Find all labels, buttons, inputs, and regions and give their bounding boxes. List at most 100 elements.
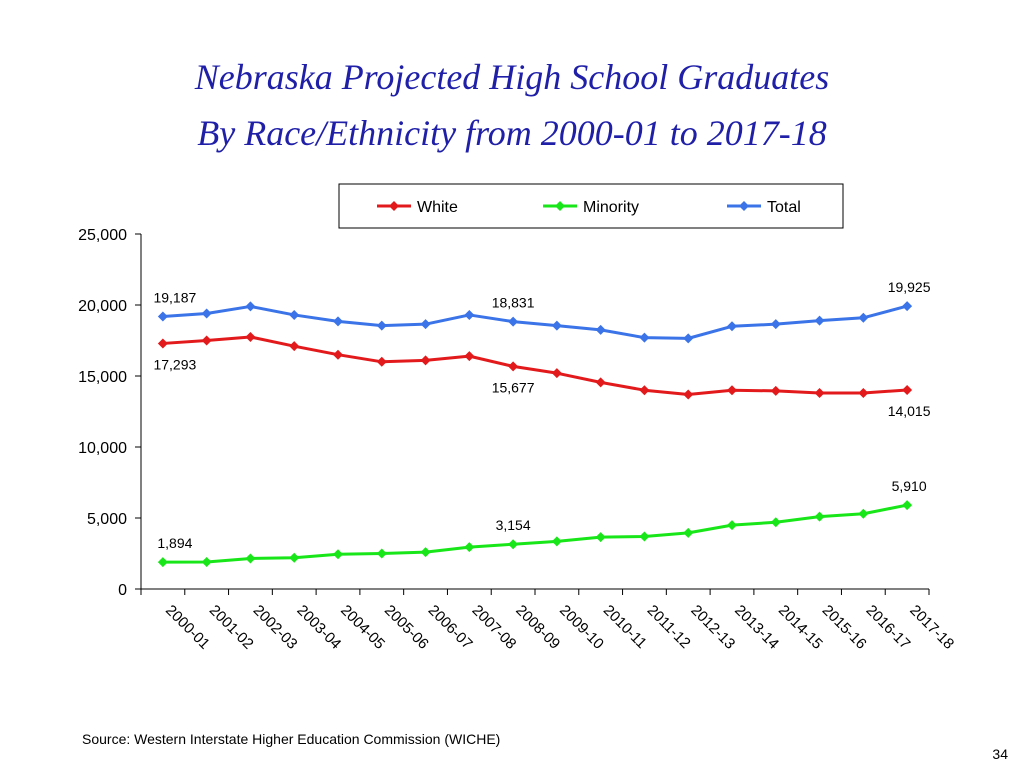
data-label: 19,187 — [153, 290, 196, 306]
minority-point — [727, 520, 737, 531]
white-point — [858, 388, 869, 399]
minority-point — [902, 500, 913, 511]
data-label: 19,925 — [888, 279, 931, 295]
x-tick-label: 2013-14 — [731, 602, 782, 653]
white-point — [639, 385, 650, 396]
x-tick-label: 2017-18 — [906, 602, 957, 653]
y-tick-label: 20,000 — [78, 298, 127, 315]
white-point — [464, 351, 475, 362]
minority-point — [770, 517, 781, 528]
white-point — [157, 338, 168, 349]
x-tick-label: 2004-05 — [337, 602, 388, 653]
total-point — [245, 301, 256, 312]
minority-point — [464, 542, 475, 553]
data-label: 15,677 — [492, 379, 535, 395]
minority-point — [245, 553, 256, 564]
y-tick-label: 15,000 — [78, 369, 127, 386]
page-number: 34 — [992, 746, 1008, 762]
y-tick-label: 25,000 — [78, 227, 127, 244]
x-tick-label: 2012-13 — [687, 602, 738, 653]
x-tick-label: 2016-17 — [863, 602, 914, 653]
total-point — [464, 309, 475, 320]
total-point — [551, 320, 562, 331]
x-tick-label: 2009-10 — [556, 602, 607, 653]
x-tick-label: 2007-08 — [469, 602, 520, 653]
minority-point — [157, 557, 168, 568]
white-point — [420, 355, 431, 366]
total-point — [157, 311, 168, 322]
total-point — [639, 332, 650, 343]
white-point — [333, 349, 343, 360]
white-point — [245, 331, 256, 342]
minority-point — [201, 557, 212, 568]
white-point — [289, 341, 300, 352]
data-label: 3,154 — [496, 517, 531, 533]
total-point — [201, 308, 212, 319]
total-point — [333, 316, 343, 327]
total-point — [858, 312, 869, 323]
minority-series-line — [162, 503, 908, 564]
total-point — [683, 333, 694, 344]
x-tick-label: 2005-06 — [381, 602, 432, 653]
x-tick-label: 2008-09 — [512, 602, 563, 653]
minority-point — [683, 527, 694, 538]
minority-point — [814, 511, 825, 522]
y-tick-label: 10,000 — [78, 440, 127, 457]
white-point — [376, 356, 387, 367]
legend-total-label: Total — [767, 199, 801, 216]
data-label: 18,831 — [492, 295, 535, 311]
minority-point — [551, 536, 562, 547]
y-tick-label: 5,000 — [87, 511, 127, 528]
x-tick-label: 2001-02 — [206, 602, 257, 653]
total-point — [814, 315, 825, 326]
total-point — [595, 324, 606, 335]
total-point — [770, 319, 781, 330]
x-tick-label: 2011-12 — [644, 602, 694, 652]
minority-point — [289, 552, 300, 563]
minority-point — [376, 548, 387, 559]
data-label: 1,894 — [157, 535, 192, 551]
legend-white-marker — [389, 201, 399, 211]
x-tick-label: 2006-07 — [425, 602, 476, 653]
total-point — [420, 319, 431, 330]
y-tick-label: 0 — [118, 582, 127, 599]
minority-point — [639, 531, 650, 542]
white-point — [814, 388, 825, 399]
data-label: 14,015 — [888, 403, 931, 419]
x-tick-label: 2010-11 — [600, 602, 650, 652]
slide-title-line-2: By Race/Ethnicity from 2000-01 to 2017-1… — [197, 113, 827, 153]
minority-point — [333, 549, 343, 560]
data-label: 5,910 — [892, 478, 927, 494]
white-point — [727, 385, 737, 396]
data-label: 17,293 — [153, 356, 196, 372]
white-point — [508, 361, 519, 372]
minority-point — [508, 539, 519, 550]
total-series-line — [162, 304, 908, 340]
total-point — [376, 320, 387, 331]
white-point — [201, 335, 212, 346]
white-point — [902, 384, 913, 395]
x-tick-label: 2000-01 — [162, 602, 213, 653]
total-point — [289, 309, 300, 320]
white-series-line — [162, 335, 908, 396]
minority-point — [858, 508, 869, 519]
x-tick-label: 2015-16 — [819, 602, 870, 653]
white-point — [551, 368, 562, 379]
legend-minority-marker — [555, 201, 565, 211]
white-point — [595, 377, 606, 388]
x-tick-label: 2002-03 — [250, 602, 301, 653]
total-point — [727, 321, 737, 332]
total-point — [902, 301, 913, 312]
minority-point — [420, 547, 431, 558]
x-tick-label: 2003-04 — [293, 602, 344, 653]
legend-minority-label: Minority — [583, 199, 639, 216]
legend-white-label: White — [417, 199, 458, 216]
source-note: Source: Western Interstate Higher Educat… — [82, 731, 501, 747]
minority-point — [595, 532, 606, 543]
white-point — [770, 385, 781, 396]
total-point — [508, 316, 519, 327]
legend-total-marker — [739, 201, 749, 211]
x-tick-label: 2014-15 — [775, 602, 826, 653]
slide-title-line-1: Nebraska Projected High School Graduates — [194, 57, 830, 97]
